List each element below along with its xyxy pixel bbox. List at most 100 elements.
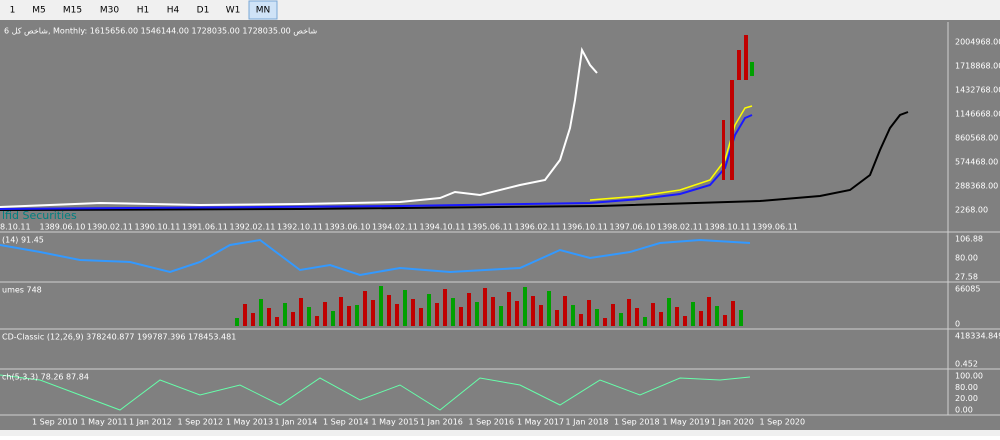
time-label: 1 May 2017 <box>517 418 564 427</box>
volume-bar <box>555 310 559 326</box>
timeframe-button[interactable] <box>219 1 247 19</box>
date-label: 1390.10.11 <box>135 223 181 232</box>
volume-bar <box>443 289 447 326</box>
volume-bar <box>683 316 687 326</box>
volume-bar <box>251 313 255 326</box>
price-label: 1146668.00 <box>955 110 1000 119</box>
volume-bar <box>627 299 631 326</box>
date-label: 1392.10.11 <box>277 223 323 232</box>
indicator-axis-label: 66085 <box>955 285 980 294</box>
volume-bar <box>387 295 391 326</box>
volume-bar <box>259 299 263 326</box>
indicator-axis-label: 20.00 <box>955 394 978 403</box>
indicator-axis-label: 418334.849 <box>955 332 1000 341</box>
volume-bar <box>643 317 647 326</box>
timeframe-label[interactable]: W1 <box>226 6 241 16</box>
timeframe-label[interactable]: M15 <box>63 6 82 16</box>
date-label: 1390.02.11 <box>87 223 133 232</box>
timeframe-button[interactable] <box>129 1 157 19</box>
volume-bar <box>267 308 271 326</box>
timeframe-label[interactable]: H4 <box>167 6 180 16</box>
indicator-label: CD-Classic (12,26,9) 378240.877 199787.3… <box>2 333 236 342</box>
volume-bar <box>579 314 583 326</box>
timeframe-button[interactable] <box>189 1 217 19</box>
volume-bar <box>371 300 375 326</box>
volume-bar <box>691 302 695 326</box>
timeframe-label[interactable]: 1 <box>10 6 16 16</box>
indicator-axis-label: 80.00 <box>955 383 978 392</box>
indicator-axis-label: 100.00 <box>955 372 983 381</box>
price-label: 574468.00 <box>955 158 998 167</box>
volume-bar <box>723 315 727 326</box>
volume-bar <box>315 316 319 326</box>
volume-bar <box>667 298 671 326</box>
indicator-axis-label: 0.452 <box>955 360 978 369</box>
volume-bar <box>419 308 423 326</box>
time-label: 1 Jan 2020 <box>711 418 754 427</box>
timeframe-label[interactable]: D1 <box>197 6 210 16</box>
date-label: 1396.02.11 <box>515 223 561 232</box>
date-label: 1398.10.11 <box>705 223 751 232</box>
volume-bar <box>587 300 591 326</box>
timeframe-button[interactable] <box>92 1 127 19</box>
volume-bar <box>291 312 295 326</box>
date-label: 1389.06.10 <box>40 223 86 232</box>
date-label: 1395.06.11 <box>467 223 513 232</box>
date-label: 1394.02.11 <box>372 223 418 232</box>
timeframe-button[interactable] <box>55 1 90 19</box>
volume-bar <box>491 297 495 326</box>
indicator-axis-label: 0.00 <box>955 406 973 415</box>
chart-info: شاخص کل 6, Monthly: 1615656.00 1546144.0… <box>4 27 317 36</box>
time-label: 1 Jan 2012 <box>129 418 172 427</box>
time-label: 1 Sep 2014 <box>323 418 369 427</box>
volume-bar <box>275 317 279 326</box>
indicator-axis-label: 0 <box>955 320 960 329</box>
stoch-line <box>0 374 751 411</box>
volume-bar <box>531 296 535 326</box>
price-label: 1718868.00 <box>955 62 1000 71</box>
volume-bar <box>731 301 735 326</box>
watermark: lfid Securities <box>2 209 77 222</box>
volume-bar <box>475 302 479 326</box>
date-label: 8.10.11 <box>0 223 31 232</box>
candles <box>722 35 754 180</box>
price-label: 2004968.00 <box>955 38 1000 47</box>
indicator-label: (14) 91.45 <box>2 236 44 245</box>
timeframe-label[interactable]: H1 <box>137 6 150 16</box>
volume-bar <box>435 303 439 326</box>
price-label: 1432768.00 <box>955 86 1000 95</box>
indicator-axis-label: 80.00 <box>955 254 978 263</box>
volume-bar <box>515 301 519 326</box>
volume-bar <box>507 292 511 326</box>
timeframe-label[interactable]: MN <box>256 6 271 16</box>
time-label: 1 May 2011 <box>81 418 128 427</box>
timeframe-button[interactable] <box>159 1 187 19</box>
volume-bar <box>347 306 351 326</box>
timeframe-button[interactable] <box>25 1 53 19</box>
price-label: 288368.00 <box>955 182 998 191</box>
indicator-axis-label: 27.58 <box>955 273 978 282</box>
volume-bar <box>563 296 567 326</box>
volume-bar <box>603 318 607 326</box>
timeframe-button[interactable] <box>2 1 23 19</box>
volume-bar <box>467 293 471 326</box>
volume-bar <box>699 311 703 326</box>
time-label: 1 May 2015 <box>372 418 419 427</box>
volume-bar <box>339 297 343 326</box>
volume-bar <box>523 287 527 326</box>
volume-bar <box>411 299 415 326</box>
volume-bar <box>483 288 487 326</box>
time-label: 1 Jan 2014 <box>275 418 318 427</box>
time-label: 1 Sep 2010 <box>32 418 78 427</box>
date-label: 1397.06.10 <box>610 223 656 232</box>
volume-bar <box>571 305 575 326</box>
volume-bar <box>739 310 743 326</box>
timeframe-label[interactable]: M5 <box>32 6 46 16</box>
time-label: 1 Sep 2016 <box>469 418 515 427</box>
volume-bar <box>451 298 455 326</box>
volume-bar <box>403 290 407 326</box>
time-label: 1 May 2019 <box>663 418 710 427</box>
timeframe-label[interactable]: M30 <box>100 6 119 16</box>
timeframe-button[interactable] <box>248 0 278 20</box>
